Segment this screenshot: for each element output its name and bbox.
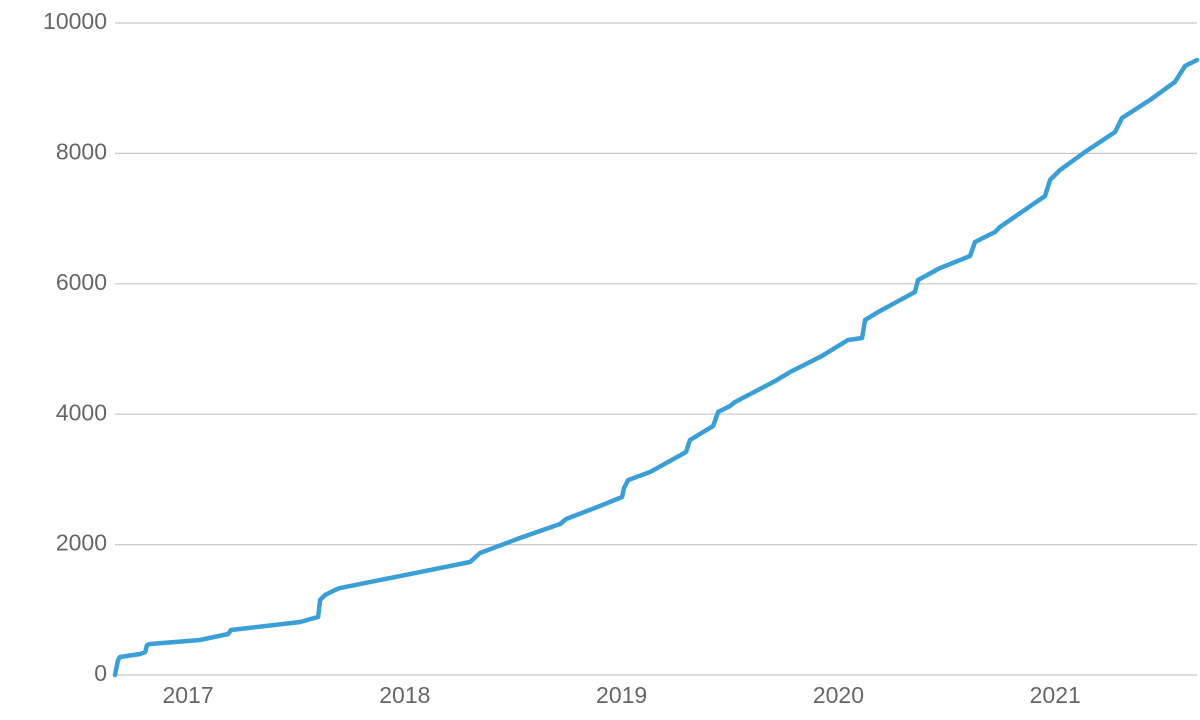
x-tick-label: 2020: [813, 682, 864, 708]
y-tick-label: 10000: [43, 8, 107, 34]
x-tick-label: 2017: [162, 682, 213, 708]
x-tick-label: 2019: [596, 682, 647, 708]
y-tick-label: 6000: [56, 269, 107, 295]
x-tick-label: 2018: [379, 682, 430, 708]
y-tick-label: 4000: [56, 399, 107, 425]
y-tick-label: 8000: [56, 138, 107, 164]
y-tick-label: 0: [94, 660, 107, 686]
y-tick-label: 2000: [56, 530, 107, 556]
data-line: [112, 57, 1200, 678]
x-tick-label: 2021: [1030, 682, 1081, 708]
